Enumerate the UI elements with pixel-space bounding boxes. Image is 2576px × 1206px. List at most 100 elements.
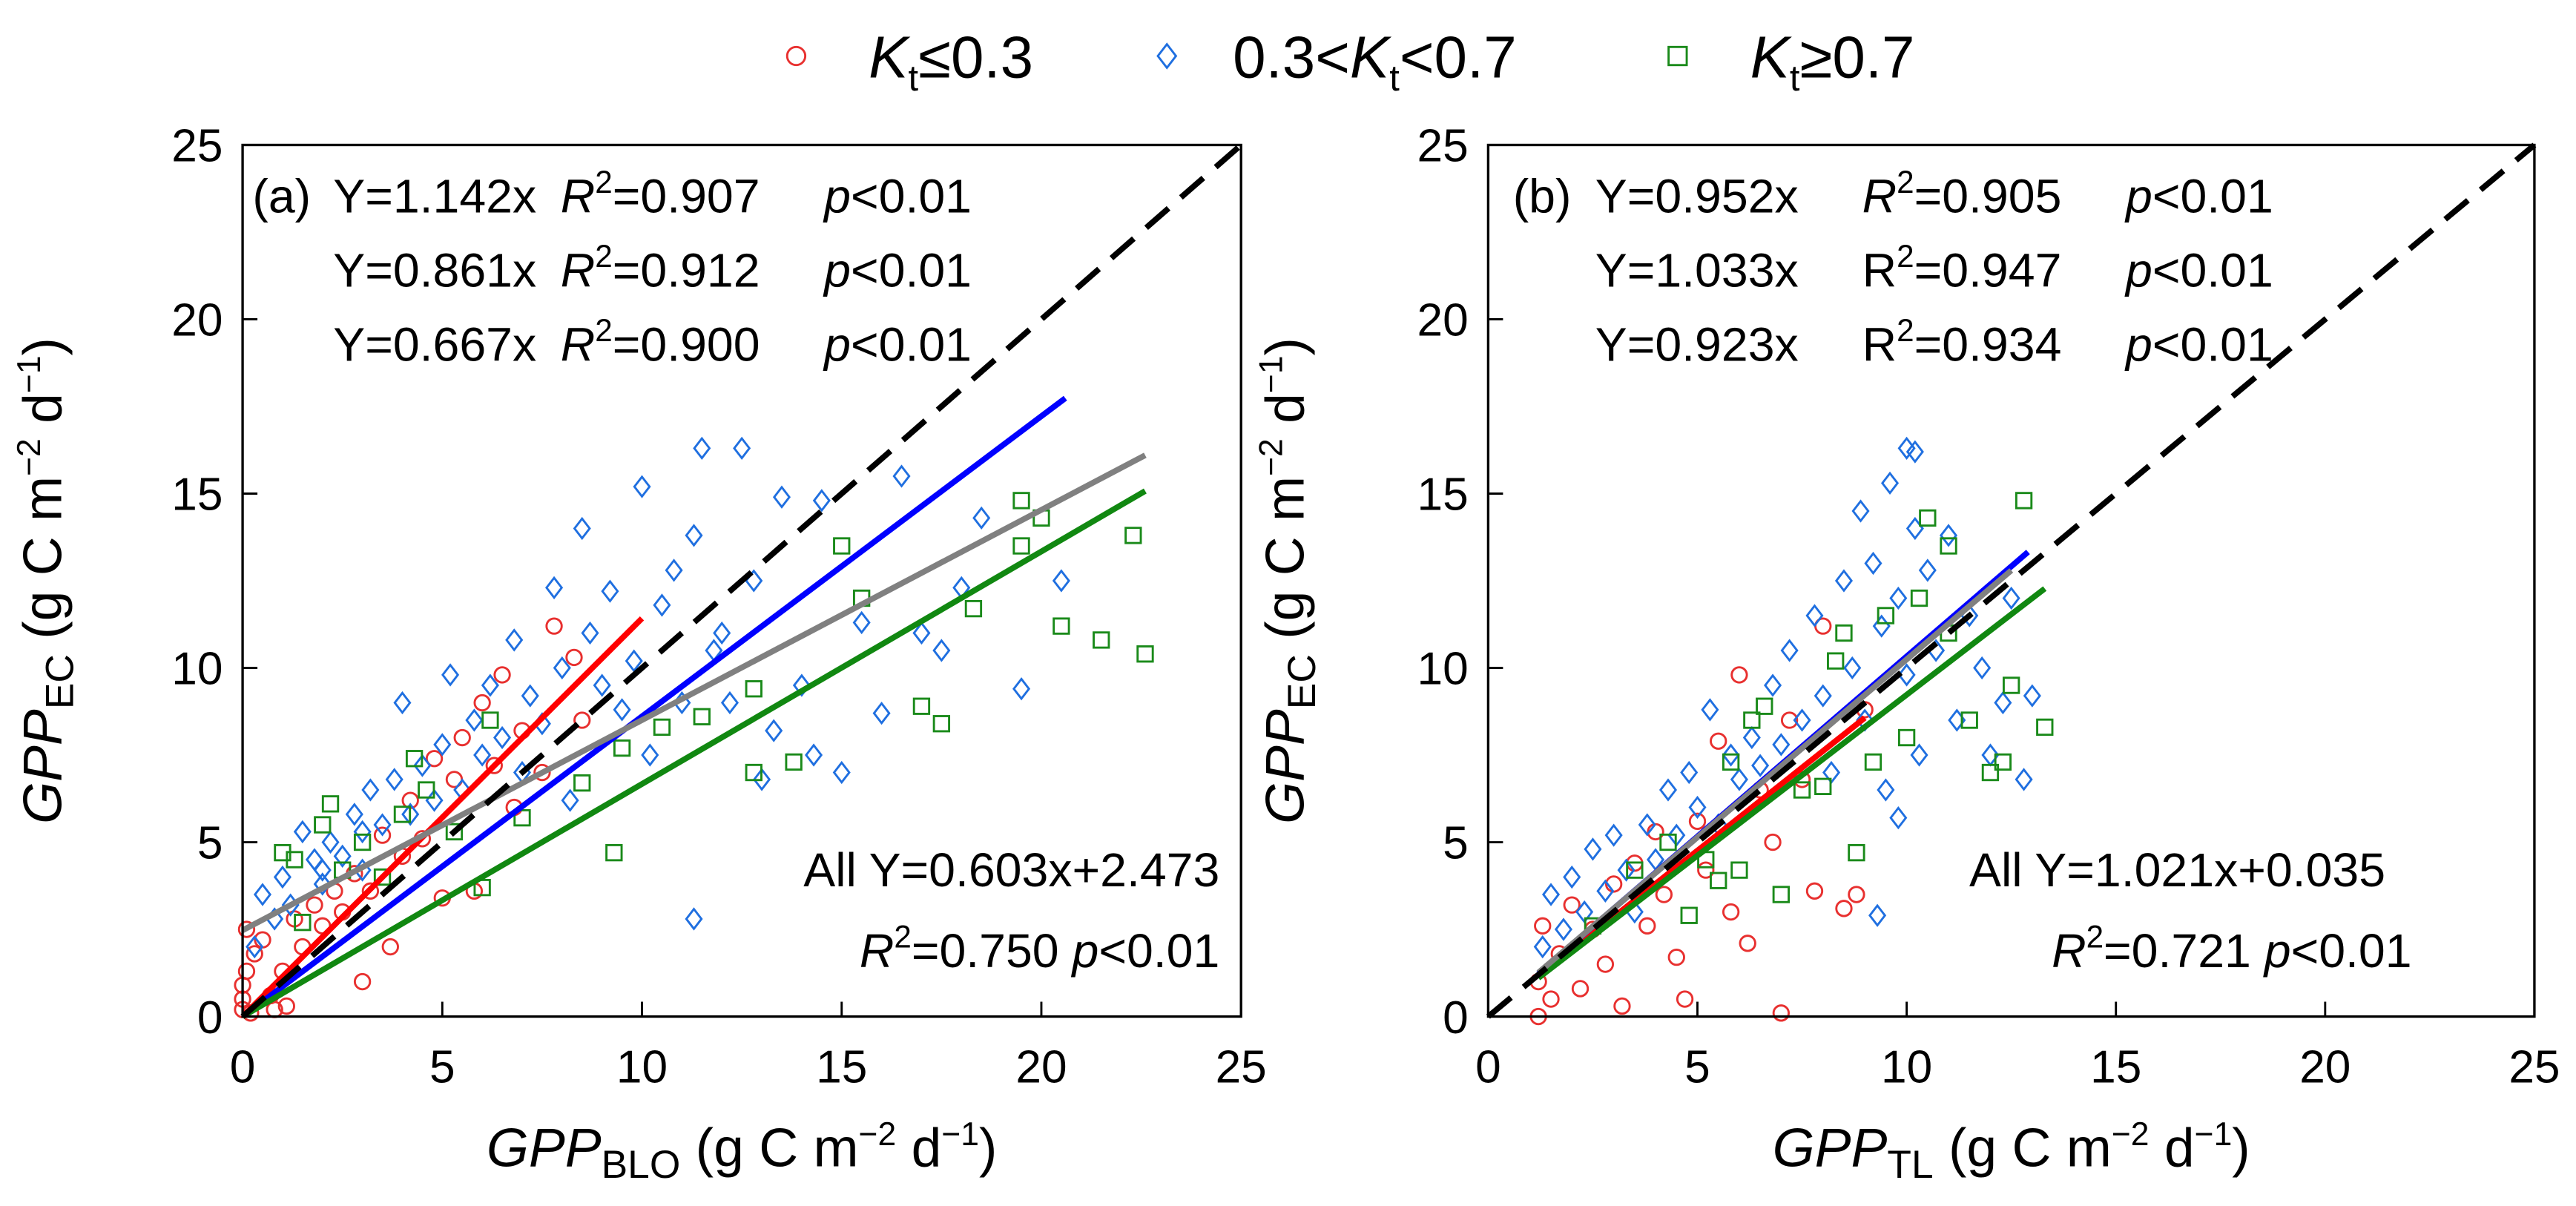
legend-subscript: t <box>1790 59 1800 99</box>
x-tick-label: 5 <box>1684 1041 1710 1093</box>
data-point <box>964 599 983 618</box>
data-point <box>286 851 303 869</box>
data-point <box>1877 778 1895 802</box>
data-point <box>1868 903 1887 927</box>
data-point <box>753 768 771 791</box>
data-point <box>573 774 591 792</box>
fit-r2: R2=0.900 <box>561 313 760 372</box>
data-point <box>785 753 803 771</box>
data-point <box>373 813 392 837</box>
data-point <box>733 436 751 461</box>
data-point <box>333 844 352 868</box>
data-point <box>932 639 951 662</box>
data-point <box>381 938 399 956</box>
data-point <box>693 436 711 461</box>
axis-sub: EC <box>1280 654 1324 709</box>
axis-exp: −2 <box>859 1116 897 1153</box>
data-point <box>1563 896 1581 914</box>
data-point <box>1994 753 2012 771</box>
data-point <box>665 558 683 582</box>
data-point <box>1834 569 1854 593</box>
fit-line <box>1536 586 2047 981</box>
data-point <box>1835 900 1853 917</box>
data-point <box>353 972 372 991</box>
fit-equation: Y=1.033x <box>1595 244 1799 297</box>
data-point <box>1596 955 1615 973</box>
data-point <box>892 464 911 488</box>
axis-unit: (g C m <box>680 1118 858 1179</box>
data-point <box>521 684 539 708</box>
data-point <box>1710 732 1727 750</box>
data-point <box>305 848 324 871</box>
data-point <box>1052 569 1070 593</box>
axis-unit: (g C m <box>1934 1118 2112 1179</box>
data-point <box>1905 440 1924 464</box>
data-point <box>1604 823 1623 847</box>
r-symbol: R <box>561 244 596 297</box>
legend-rest: ≤0.3 <box>918 24 1033 90</box>
data-point <box>641 743 659 767</box>
data-point <box>1012 492 1030 510</box>
data-point <box>473 693 491 712</box>
fit-equation: Y=0.861x <box>333 244 536 297</box>
data-point <box>1864 753 1882 771</box>
data-point <box>1554 917 1572 941</box>
data-point <box>246 935 264 959</box>
data-point <box>1136 645 1154 663</box>
legend-subscript: t <box>1389 59 1400 99</box>
r-superscript: 2 <box>1897 239 1914 274</box>
data-point <box>493 725 512 750</box>
data-point <box>553 656 571 680</box>
data-point <box>321 795 340 813</box>
y-tick-label: 15 <box>1417 469 1469 521</box>
legend-marker-circle <box>785 45 807 67</box>
axis-unit: d <box>2150 1118 2195 1179</box>
fit-p: p<0.01 <box>2124 244 2273 297</box>
one-to-one-line <box>240 142 1243 1019</box>
legend-symbol: K <box>869 24 911 90</box>
data-point <box>1835 624 1853 642</box>
axis-exp: −1 <box>11 355 47 393</box>
x-tick-label: 5 <box>429 1041 455 1093</box>
r-symbol: R <box>561 317 596 371</box>
data-point <box>912 697 931 715</box>
data-point <box>2023 684 2041 708</box>
data-point <box>481 673 499 697</box>
r2-value: =0.721 <box>2104 924 2264 978</box>
axis-main: GPP <box>1773 1118 1888 1179</box>
data-point <box>1730 666 1748 684</box>
data-point <box>1897 663 1916 687</box>
axis-unit: d <box>1255 393 1316 438</box>
panel-label: (a) <box>252 170 311 223</box>
data-point <box>393 691 412 715</box>
data-point <box>573 711 591 729</box>
x-axis-label: GPPTL (g C m−2 d−1) <box>1773 1116 2250 1187</box>
fit-equation: Y=0.667x <box>333 317 536 371</box>
data-point <box>373 826 392 844</box>
fit-r2: R2=0.934 <box>1862 313 2062 372</box>
data-point <box>2002 586 2020 610</box>
data-point <box>613 739 631 757</box>
fit-line <box>240 616 645 1019</box>
data-point <box>1918 558 1937 582</box>
data-point <box>765 719 783 742</box>
data-point <box>1617 858 1635 882</box>
data-point <box>1764 833 1782 851</box>
data-point <box>805 743 823 767</box>
axis-exp: −2 <box>11 438 47 476</box>
axis-sub: BLO <box>602 1143 681 1187</box>
y-tick-label: 0 <box>1443 992 1469 1044</box>
fit-p: p<0.01 <box>823 170 972 223</box>
fit-p: p<0.01 <box>823 244 972 297</box>
p-value: <0.01 <box>2152 317 2273 371</box>
legend-marker-square <box>1667 45 1688 67</box>
data-point <box>1710 871 1727 889</box>
axis-unit: ) <box>1255 337 1316 355</box>
y-tick-label: 5 <box>197 818 223 869</box>
data-point <box>745 680 762 698</box>
data-point <box>1764 673 1782 697</box>
axis-unit: ) <box>2232 1118 2250 1179</box>
data-point <box>1584 837 1602 861</box>
data-point <box>1872 614 1891 638</box>
data-point <box>1722 753 1740 771</box>
